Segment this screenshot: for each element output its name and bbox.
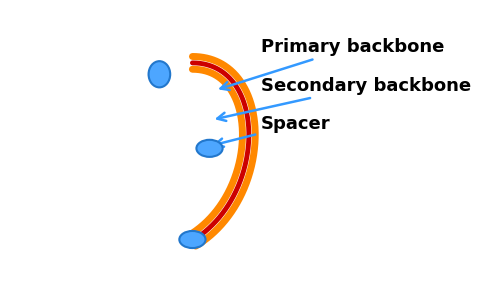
- Ellipse shape: [180, 231, 206, 248]
- Ellipse shape: [196, 140, 222, 157]
- Text: Primary backbone: Primary backbone: [220, 38, 444, 90]
- Ellipse shape: [148, 61, 170, 87]
- Text: Spacer: Spacer: [215, 115, 330, 147]
- Text: Secondary backbone: Secondary backbone: [217, 77, 471, 121]
